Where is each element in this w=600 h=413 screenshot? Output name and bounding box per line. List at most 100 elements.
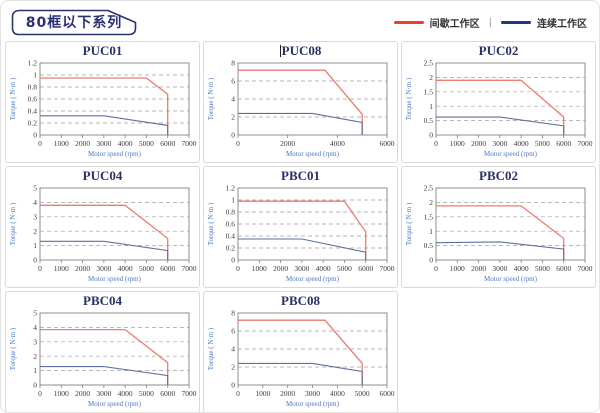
chart-title: PBC08 (204, 293, 397, 309)
continuous-line-swatch (501, 20, 531, 24)
svg-text:2000: 2000 (75, 139, 90, 148)
svg-text:0: 0 (231, 381, 235, 390)
svg-text:0: 0 (236, 139, 240, 148)
svg-text:7000: 7000 (182, 139, 197, 148)
svg-text:Motor speed (rpm): Motor speed (rpm) (484, 275, 538, 283)
chart-title: PBC01 (204, 168, 397, 184)
svg-text:Torque ( N·m ): Torque ( N·m ) (207, 327, 215, 370)
chart-title: PUC08 (204, 43, 397, 59)
svg-text:4000: 4000 (316, 264, 331, 273)
svg-text:Motor speed (rpm): Motor speed (rpm) (88, 275, 142, 283)
svg-text:1000: 1000 (54, 139, 69, 148)
svg-text:5000: 5000 (535, 139, 550, 148)
tag-outline-shape (11, 9, 137, 35)
svg-text:5: 5 (33, 309, 37, 318)
svg-text:Motor speed (rpm): Motor speed (rpm) (484, 150, 538, 158)
svg-text:2000: 2000 (280, 389, 295, 398)
chart-title-text: PBC04 (83, 293, 122, 308)
svg-text:3000: 3000 (305, 389, 320, 398)
legend-label-intermittent: 间歇工作区 (429, 18, 480, 30)
svg-text:Torque ( N·m ): Torque ( N·m ) (9, 202, 17, 245)
chart-title: PUC04 (6, 168, 199, 184)
svg-text:Torque ( N·m ): Torque ( N·m ) (9, 327, 17, 370)
svg-text:1.5: 1.5 (424, 87, 434, 96)
torque-speed-chart: 0 0.5 1 1.5 2 2.5 0 1000 2000 3000 4000 5000 6000 700… (402, 184, 595, 286)
svg-text:0: 0 (33, 381, 37, 390)
chart-cell-pbc08: PBC08 0 2 4 6 8 0 1000 2000 3000 4000 5000 6000 Moto… (203, 291, 398, 412)
svg-text:0.5: 0.5 (424, 241, 434, 250)
legend-label-continuous: 连续工作区 (537, 18, 587, 30)
svg-text:0: 0 (33, 131, 37, 140)
svg-text:0.4: 0.4 (28, 107, 38, 116)
svg-text:1000: 1000 (450, 264, 465, 273)
svg-text:1: 1 (33, 366, 37, 375)
chart-title-text: PUC08 (281, 43, 322, 58)
torque-speed-chart: 0 0.2 0.4 0.6 0.8 1 1.2 0 1000 2000 3000 4000 5000 60… (204, 184, 397, 286)
intermittent-line-swatch (393, 20, 424, 24)
svg-text:0: 0 (38, 264, 42, 273)
svg-text:1000: 1000 (252, 264, 267, 273)
chart-title-text: PUC01 (82, 43, 123, 58)
svg-text:7000: 7000 (380, 264, 395, 273)
svg-text:4000: 4000 (118, 264, 133, 273)
svg-text:0.5: 0.5 (424, 116, 434, 125)
svg-text:3000: 3000 (492, 139, 507, 148)
chart-cell-puc08: PUC08 0 2 4 6 8 0 2000 4000 6000 Motor speed (rpm… (203, 41, 398, 163)
svg-text:2.5: 2.5 (424, 59, 434, 68)
svg-text:0: 0 (429, 256, 433, 265)
svg-text:Motor speed (rpm): Motor speed (rpm) (88, 150, 142, 158)
svg-text:2: 2 (231, 363, 235, 372)
svg-text:1: 1 (429, 102, 433, 111)
header: 80框以下系列 间歇工作区 | 连续工作区 (5, 7, 595, 37)
svg-text:Motor speed (rpm): Motor speed (rpm) (286, 275, 340, 283)
svg-text:7000: 7000 (578, 264, 593, 273)
svg-text:7000: 7000 (578, 139, 593, 148)
chart-title: PBC04 (6, 293, 199, 309)
text-cursor (279, 45, 281, 57)
svg-text:8: 8 (231, 59, 235, 68)
svg-text:1: 1 (429, 227, 433, 236)
svg-text:6000: 6000 (160, 139, 175, 148)
svg-text:0: 0 (236, 264, 240, 273)
svg-text:1000: 1000 (255, 389, 270, 398)
svg-text:5000: 5000 (337, 264, 352, 273)
svg-text:4: 4 (33, 198, 37, 207)
svg-text:2000: 2000 (273, 264, 288, 273)
chart-grid: PUC01 0 0.2 0.4 0.6 0.8 1 1.2 0 1000 2000 3000 4000… (5, 41, 596, 412)
svg-text:4000: 4000 (118, 389, 133, 398)
chart-title: PBC02 (402, 168, 595, 184)
svg-text:1000: 1000 (450, 139, 465, 148)
chart-cell-puc04: PUC04 0 1 2 3 4 5 0 1000 2000 3000 4000 5000 6000 700… (5, 166, 200, 288)
torque-speed-chart: 0 2 4 6 8 0 1000 2000 3000 4000 5000 6000 Motor spee… (204, 309, 397, 411)
svg-text:1.5: 1.5 (424, 212, 434, 221)
chart-title: PUC02 (402, 43, 595, 59)
chart-cell-pbc04: PBC04 0 1 2 3 4 5 0 1000 2000 3000 4000 5000 6000 700… (5, 291, 200, 412)
svg-text:6: 6 (231, 327, 235, 336)
svg-text:Torque ( N·m ): Torque ( N·m ) (405, 202, 413, 245)
svg-text:1.2: 1.2 (28, 59, 38, 68)
svg-text:1: 1 (231, 196, 235, 205)
svg-text:6000: 6000 (358, 264, 373, 273)
legend-item-continuous: 连续工作区 (501, 15, 587, 30)
svg-text:3000: 3000 (492, 264, 507, 273)
legend: 间歇工作区 | 连续工作区 (393, 15, 587, 30)
svg-text:2: 2 (429, 198, 433, 207)
chart-title: PUC01 (6, 43, 199, 59)
svg-text:0: 0 (429, 131, 433, 140)
chart-cell-puc02: PUC02 0 0.5 1 1.5 2 2.5 0 1000 2000 3000 4000 5000 6… (401, 41, 596, 163)
svg-text:1.2: 1.2 (226, 184, 236, 193)
svg-text:2000: 2000 (471, 264, 486, 273)
svg-text:0: 0 (38, 139, 42, 148)
svg-text:2: 2 (429, 73, 433, 82)
svg-text:2000: 2000 (75, 389, 90, 398)
svg-text:3: 3 (33, 337, 37, 346)
svg-text:Torque ( N·m ): Torque ( N·m ) (405, 77, 413, 120)
svg-text:3000: 3000 (96, 264, 111, 273)
svg-text:4: 4 (33, 323, 37, 332)
svg-text:0: 0 (231, 256, 235, 265)
svg-text:6000: 6000 (380, 389, 395, 398)
svg-text:0: 0 (231, 131, 235, 140)
torque-speed-chart: 0 1 2 3 4 5 0 1000 2000 3000 4000 5000 6000 7000 Motor… (6, 184, 199, 286)
svg-text:6000: 6000 (556, 139, 571, 148)
svg-text:Motor speed (rpm): Motor speed (rpm) (286, 150, 340, 158)
